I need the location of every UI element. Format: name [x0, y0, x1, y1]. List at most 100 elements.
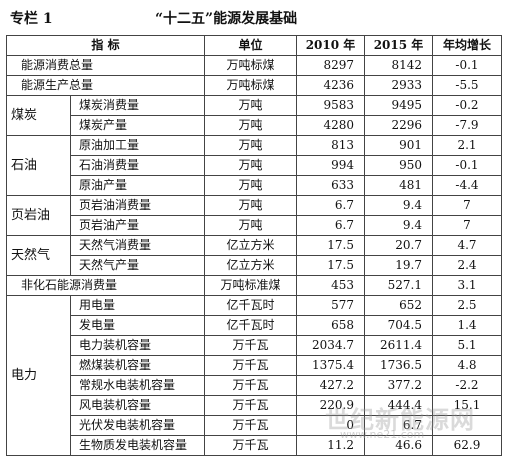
- value-2010-cell: 2034.7: [296, 335, 365, 356]
- unit-cell: 亿立方米: [204, 255, 297, 276]
- indicator-cell: 页岩油产量: [70, 215, 205, 236]
- unit-cell: 万吨: [204, 195, 297, 216]
- growth-cell: 4.7: [432, 235, 502, 256]
- indicator-cell: 光伏发电装机容量: [70, 415, 205, 436]
- growth-cell: 2.4: [432, 255, 502, 276]
- table-row: 能源生产总量 万吨标煤 4236 2933 -5.5: [6, 75, 502, 96]
- indicator-cell: 非化石能源消费量: [6, 275, 205, 296]
- value-2010-cell: 577: [296, 295, 365, 316]
- growth-cell: -2.2: [432, 375, 502, 396]
- growth-cell: -0.2: [432, 95, 502, 116]
- value-2010-cell: 453: [296, 275, 365, 296]
- value-2010-cell: 8297: [296, 55, 365, 76]
- category-cell: 石油: [6, 135, 71, 196]
- growth-cell: -0.1: [432, 55, 502, 76]
- value-2015-cell: 2933: [364, 75, 433, 96]
- table-row: 页岩油产量 万吨 6.7 9.4 7: [7, 215, 502, 236]
- value-2010-cell: 658: [296, 315, 365, 336]
- indicator-cell: 用电量: [70, 295, 205, 316]
- table-row: 发电量 亿千瓦时 658 704.5 1.4: [7, 315, 502, 336]
- value-2015-cell: 2296: [364, 115, 433, 136]
- unit-cell: 万吨标准煤: [204, 275, 297, 296]
- value-2010-cell: 6.7: [296, 195, 365, 216]
- category-cell: 电力: [6, 295, 71, 456]
- indicator-cell: 常规水电装机容量: [70, 375, 205, 396]
- header-unit: 单位: [204, 35, 297, 56]
- value-2015-cell: 9.4: [364, 195, 433, 216]
- indicator-cell: 天然气产量: [70, 255, 205, 276]
- unit-cell: 万千瓦: [204, 355, 297, 376]
- growth-cell: 5.1: [432, 335, 502, 356]
- unit-cell: 万千瓦: [204, 375, 297, 396]
- header-indicator: 指 标: [6, 35, 205, 56]
- growth-cell: 7: [432, 195, 502, 216]
- value-2015-cell: 9495: [364, 95, 433, 116]
- indicator-cell: 生物质发电装机容量: [70, 435, 205, 456]
- table-row: 原油产量 万吨 633 481 -4.4: [7, 175, 502, 196]
- indicator-cell: 能源生产总量: [6, 75, 205, 96]
- unit-cell: 万千瓦: [204, 435, 297, 456]
- value-2010-cell: 994: [296, 155, 365, 176]
- growth-cell: -7.9: [432, 115, 502, 136]
- table-row: 石油 原油加工量 万吨 813 901 2.1: [6, 135, 502, 196]
- box-title: “十二五”能源发展基础: [155, 11, 298, 27]
- value-2015-cell: 527.1: [364, 275, 433, 296]
- value-2010-cell: 6.7: [296, 215, 365, 236]
- value-2015-cell: 19.7: [364, 255, 433, 276]
- indicator-cell: 煤炭消费量: [70, 95, 205, 116]
- box-header: 专栏 1 “十二五”能源发展基础: [0, 0, 507, 35]
- category-cell: 页岩油: [6, 195, 71, 236]
- value-2015-cell: 901: [364, 135, 433, 156]
- value-2010-cell: 1375.4: [296, 355, 365, 376]
- value-2015-cell: 1736.5: [364, 355, 433, 376]
- growth-cell: -4.4: [432, 175, 502, 196]
- table-row: 常规水电装机容量 万千瓦 427.2 377.2 -2.2: [7, 375, 502, 396]
- watermark-logo: 世纪新能源网: [325, 406, 475, 434]
- indicator-cell: 能源消费总量: [6, 55, 205, 76]
- indicator-cell: 煤炭产量: [70, 115, 205, 136]
- unit-cell: 万吨: [204, 215, 297, 236]
- value-2010-cell: 17.5: [296, 255, 365, 276]
- indicator-cell: 电力装机容量: [70, 335, 205, 356]
- energy-table: 指 标 单位 2010 年 2015 年 年均增长 能源消费总量 万吨标煤 8297…: [6, 35, 502, 456]
- unit-cell: 万吨: [204, 175, 297, 196]
- unit-cell: 万吨标煤: [204, 75, 297, 96]
- indicator-cell: 发电量: [70, 315, 205, 336]
- value-2015-cell: 704.5: [364, 315, 433, 336]
- table-row: 天然气 天然气消费量 亿立方米 17.5 20.7 4.7: [6, 235, 502, 276]
- table-row: 天然气产量 亿立方米 17.5 19.7 2.4: [7, 255, 502, 276]
- unit-cell: 万千瓦: [204, 335, 297, 356]
- growth-cell: -0.1: [432, 155, 502, 176]
- indicator-cell: 燃煤装机容量: [70, 355, 205, 376]
- value-2010-cell: 17.5: [296, 235, 365, 256]
- unit-cell: 亿立方米: [204, 235, 297, 256]
- header-row: 指 标 单位 2010 年 2015 年 年均增长: [6, 35, 502, 56]
- category-cell: 天然气: [6, 235, 71, 276]
- table-row: 能源消费总量 万吨标煤 8297 8142 -0.1: [6, 55, 502, 76]
- unit-cell: 万吨: [204, 135, 297, 156]
- growth-cell: -5.5: [432, 75, 502, 96]
- unit-cell: 亿千瓦时: [204, 295, 297, 316]
- growth-cell: 3.1: [432, 275, 502, 296]
- indicator-cell: 页岩油消费量: [70, 195, 205, 216]
- growth-cell: 2.1: [432, 135, 502, 156]
- table-body: 能源消费总量 万吨标煤 8297 8142 -0.1 能源生产总量 万吨标煤 4236 2933…: [6, 55, 502, 456]
- value-2015-cell: 8142: [364, 55, 433, 76]
- table-row: 电力 用电量 亿千瓦时 577 652 2.5: [6, 295, 502, 456]
- value-2010-cell: 4236: [296, 75, 365, 96]
- value-2015-cell: 652: [364, 295, 433, 316]
- unit-cell: 万吨: [204, 95, 297, 116]
- growth-cell: 1.4: [432, 315, 502, 336]
- unit-cell: 万千瓦: [204, 415, 297, 436]
- value-2010-cell: 633: [296, 175, 365, 196]
- header-2010: 2010 年: [296, 35, 365, 56]
- table-row: 非化石能源消费量 万吨标准煤 453 527.1 3.1: [6, 275, 502, 296]
- unit-cell: 亿千瓦时: [204, 315, 297, 336]
- value-2010-cell: 813: [296, 135, 365, 156]
- table-row: 煤炭产量 万吨 4280 2296 -7.9: [7, 115, 502, 136]
- unit-cell: 万吨: [204, 115, 297, 136]
- value-2015-cell: 9.4: [364, 215, 433, 236]
- indicator-cell: 原油加工量: [70, 135, 205, 156]
- unit-cell: 万千瓦: [204, 395, 297, 416]
